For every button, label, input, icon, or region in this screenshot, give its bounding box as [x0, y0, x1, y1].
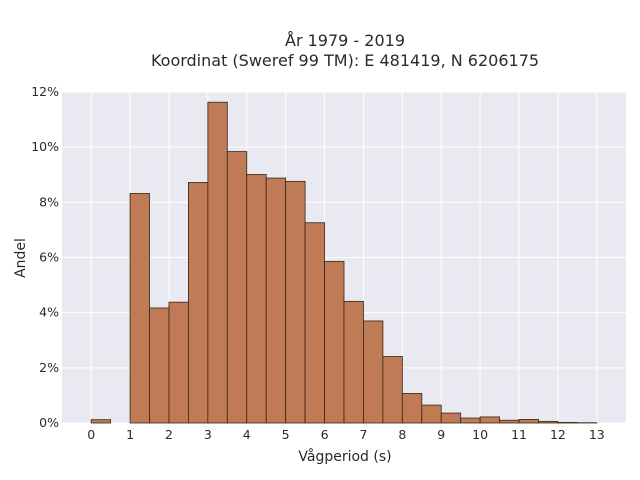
histogram-bar — [499, 419, 520, 424]
histogram-bar — [518, 419, 539, 424]
histogram-bar — [440, 412, 462, 424]
histogram-bar — [226, 151, 248, 424]
y-tick-label: 2% — [39, 360, 59, 375]
x-tick-label: 9 — [437, 427, 445, 442]
y-tick-label: 6% — [39, 250, 59, 265]
y-tick-label: 8% — [39, 194, 59, 209]
x-tick-label: 0 — [87, 427, 95, 442]
histogram-bar — [324, 260, 345, 424]
y-tick-label: 12% — [31, 84, 59, 99]
histogram-bar — [129, 193, 150, 424]
axis-ticks: 0 1 2 3 4 5 6 7 8 9 10 11 12 130%2%4%6%8%10%12% — [31, 84, 605, 442]
y-tick-label: 0% — [39, 415, 59, 430]
x-tick-label: 13 — [589, 427, 605, 442]
x-tick-label: 10 — [472, 427, 488, 442]
x-tick-label: 8 — [398, 427, 406, 442]
y-tick-label: 10% — [31, 139, 59, 154]
histogram-bar — [285, 180, 306, 424]
y-axis-label: Andel — [13, 238, 29, 278]
x-tick-label: 11 — [511, 427, 527, 442]
histogram-bar — [343, 300, 364, 424]
x-tick-label: 5 — [282, 427, 290, 442]
histogram-bar — [168, 301, 189, 424]
histogram-bar — [265, 177, 287, 424]
y-tick-label: 4% — [39, 305, 59, 320]
histogram-bar — [538, 420, 559, 424]
histogram-bar — [207, 101, 228, 424]
histogram-bar — [188, 182, 209, 424]
chart-subtitle: Koordinat (Sweref 99 TM): E 481419, N 62… — [151, 51, 539, 70]
bars — [90, 101, 598, 424]
histogram-bar — [557, 422, 578, 424]
histogram-bar — [479, 416, 500, 424]
histogram-bar — [421, 404, 442, 424]
x-tick-label: 3 — [204, 427, 212, 442]
x-tick-label: 12 — [550, 427, 566, 442]
histogram-bar — [149, 307, 170, 424]
histogram-bar — [363, 320, 384, 424]
histogram-bar — [401, 393, 423, 424]
x-axis-label: Vågperiod (s) — [298, 448, 391, 465]
histogram-bar — [246, 174, 267, 424]
chart-title: År 1979 - 2019 — [285, 31, 405, 50]
x-tick-label: 7 — [359, 427, 367, 442]
histogram-bar — [382, 356, 403, 424]
x-tick-label: 4 — [243, 427, 251, 442]
x-tick-label: 2 — [165, 427, 173, 442]
histogram-bar — [90, 419, 112, 424]
x-tick-label: 6 — [321, 427, 329, 442]
histogram-bar — [304, 222, 325, 424]
histogram-bar — [460, 417, 481, 424]
x-tick-label: 1 — [126, 427, 134, 442]
